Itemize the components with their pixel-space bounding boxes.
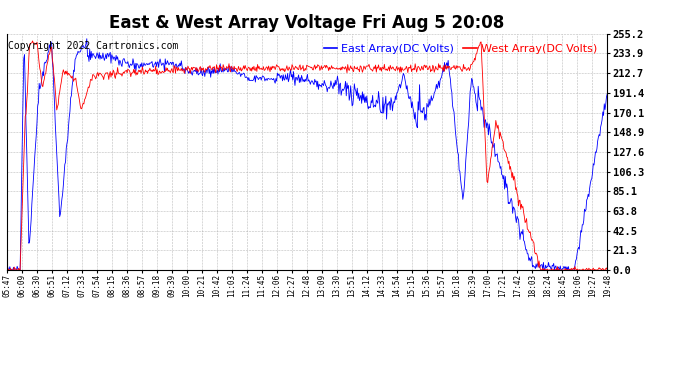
Text: Copyright 2022 Cartronics.com: Copyright 2022 Cartronics.com	[8, 41, 179, 51]
Legend: East Array(DC Volts), West Array(DC Volts): East Array(DC Volts), West Array(DC Volt…	[319, 39, 602, 58]
Title: East & West Array Voltage Fri Aug 5 20:08: East & West Array Voltage Fri Aug 5 20:0…	[110, 14, 504, 32]
